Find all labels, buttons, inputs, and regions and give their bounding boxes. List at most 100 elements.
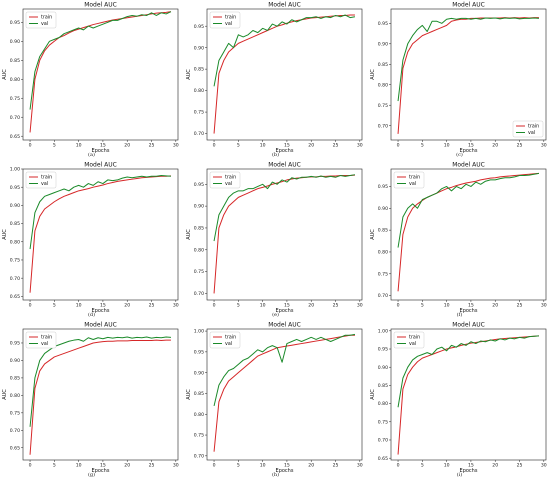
chart-panel: Model AUC 0 5 10 15 20 25 30 0.70 0.75 0.80 0.85 0.9… bbox=[184, 320, 367, 479]
series-line-val bbox=[29, 11, 172, 110]
x-tick-label: 15 bbox=[284, 463, 290, 469]
x-axis-label: Epochs bbox=[460, 468, 478, 474]
x-axis-label: Epochs bbox=[276, 308, 294, 314]
legend-label-train: train bbox=[225, 15, 236, 21]
x-tick-label: 25 bbox=[333, 143, 339, 149]
y-axis-label: AUC bbox=[186, 389, 192, 400]
legend-label-train: train bbox=[225, 175, 236, 181]
x-axis-label: Epochs bbox=[276, 468, 294, 474]
line-chart: Model AUC 0 5 10 15 20 25 30 0.70 0.75 0.80 0.85 0.9… bbox=[370, 2, 547, 155]
panel-caption: (c) bbox=[456, 152, 463, 158]
chart-title: Model AUC bbox=[84, 2, 117, 9]
y-tick-label: 0.80 bbox=[10, 77, 20, 83]
y-tick-label: 0.80 bbox=[378, 250, 388, 256]
x-tick-label: 25 bbox=[149, 303, 155, 309]
y-tick-label: 0.95 bbox=[194, 349, 204, 355]
series-line-train bbox=[397, 172, 539, 292]
y-axis-label: AUC bbox=[2, 229, 8, 240]
x-tick-label: 10 bbox=[260, 143, 266, 149]
y-axis-label: AUC bbox=[370, 229, 376, 240]
x-tick-label: 20 bbox=[492, 303, 498, 309]
x-tick-label: 15 bbox=[468, 303, 474, 309]
y-tick-label: 0.90 bbox=[378, 206, 388, 212]
y-tick-label: 0.70 bbox=[10, 276, 20, 282]
series-line-train bbox=[29, 11, 172, 133]
chart-title: Model AUC bbox=[268, 162, 301, 169]
plot-frame bbox=[206, 8, 363, 141]
x-tick-label: 15 bbox=[284, 143, 290, 149]
x-tick-label: 5 bbox=[421, 463, 424, 469]
plot-frame bbox=[22, 8, 179, 141]
x-tick-label: 0 bbox=[213, 463, 216, 469]
x-tick-label: 30 bbox=[357, 463, 363, 469]
y-tick-label: 0.90 bbox=[10, 203, 20, 209]
x-tick-label: 5 bbox=[53, 463, 56, 469]
series-line-train bbox=[29, 339, 171, 455]
legend-label-train: train bbox=[225, 335, 236, 341]
x-axis-label: Epochs bbox=[460, 148, 478, 154]
series-line-val bbox=[397, 172, 540, 248]
x-tick-label: 30 bbox=[357, 303, 363, 309]
y-tick-label: 0.80 bbox=[10, 239, 20, 245]
x-tick-label: 25 bbox=[149, 463, 155, 469]
chart-panel: Model AUC 0 5 10 15 20 25 30 0.65 0.70 0.75 0.80 0.8… bbox=[368, 320, 550, 479]
chart-title: Model AUC bbox=[84, 162, 117, 169]
chart-title: Model AUC bbox=[268, 322, 301, 329]
x-tick-label: 10 bbox=[444, 143, 450, 149]
x-tick-label: 10 bbox=[260, 463, 266, 469]
x-axis-label: Epochs bbox=[92, 148, 110, 154]
x-tick-label: 20 bbox=[308, 143, 314, 149]
legend-label-val: val bbox=[225, 181, 232, 187]
panel-caption: (h) bbox=[271, 472, 280, 478]
y-tick-label: 0.75 bbox=[10, 258, 20, 264]
plot-frame bbox=[390, 328, 547, 461]
y-tick-label: 0.70 bbox=[10, 428, 20, 434]
y-tick-label: 0.90 bbox=[194, 45, 204, 51]
x-tick-label: 30 bbox=[541, 143, 547, 149]
x-tick-label: 15 bbox=[100, 303, 106, 309]
y-tick-label: 0.70 bbox=[194, 131, 204, 137]
x-tick-label: 10 bbox=[260, 303, 266, 309]
y-tick-label: 0.95 bbox=[378, 21, 388, 27]
y-axis-label: AUC bbox=[186, 229, 192, 240]
series-line-train bbox=[213, 334, 355, 452]
x-tick-label: 25 bbox=[517, 303, 523, 309]
y-axis-label: AUC bbox=[370, 389, 376, 400]
series-line-val bbox=[29, 336, 171, 427]
y-tick-label: 0.90 bbox=[378, 365, 388, 371]
y-tick-label: 0.95 bbox=[378, 184, 388, 190]
x-tick-label: 20 bbox=[308, 303, 314, 309]
series-line-train bbox=[397, 17, 539, 134]
x-axis-label: Epochs bbox=[92, 468, 110, 474]
legend-label-val: val bbox=[41, 181, 48, 187]
x-tick-label: 30 bbox=[173, 303, 179, 309]
x-tick-label: 25 bbox=[149, 143, 155, 149]
chart-panel: Model AUC 0 5 10 15 20 25 30 0.65 0.70 0.75 0.80 0.8… bbox=[0, 320, 183, 479]
x-tick-label: 10 bbox=[76, 463, 82, 469]
legend-label-train: train bbox=[528, 124, 539, 130]
chart-panel: Model AUC 0 5 10 15 20 25 30 0.70 0.75 0.80 0.85 0.9… bbox=[184, 160, 367, 319]
y-tick-label: 0.75 bbox=[378, 103, 388, 109]
legend-label-val: val bbox=[225, 21, 232, 27]
chart-title: Model AUC bbox=[452, 322, 485, 329]
plot-frame bbox=[206, 328, 363, 461]
x-tick-label: 0 bbox=[213, 303, 216, 309]
y-tick-label: 0.65 bbox=[10, 445, 20, 451]
legend-label-train: train bbox=[409, 335, 420, 341]
x-tick-label: 30 bbox=[357, 143, 363, 149]
plot-frame bbox=[22, 328, 179, 461]
y-tick-label: 0.80 bbox=[194, 247, 204, 253]
y-tick-label: 0.75 bbox=[194, 269, 204, 275]
y-tick-label: 0.65 bbox=[378, 456, 388, 462]
y-tick-label: 0.85 bbox=[378, 62, 388, 68]
y-tick-label: 0.75 bbox=[10, 410, 20, 416]
y-tick-label: 0.65 bbox=[10, 294, 20, 300]
x-tick-label: 30 bbox=[541, 463, 547, 469]
x-tick-label: 30 bbox=[173, 143, 179, 149]
